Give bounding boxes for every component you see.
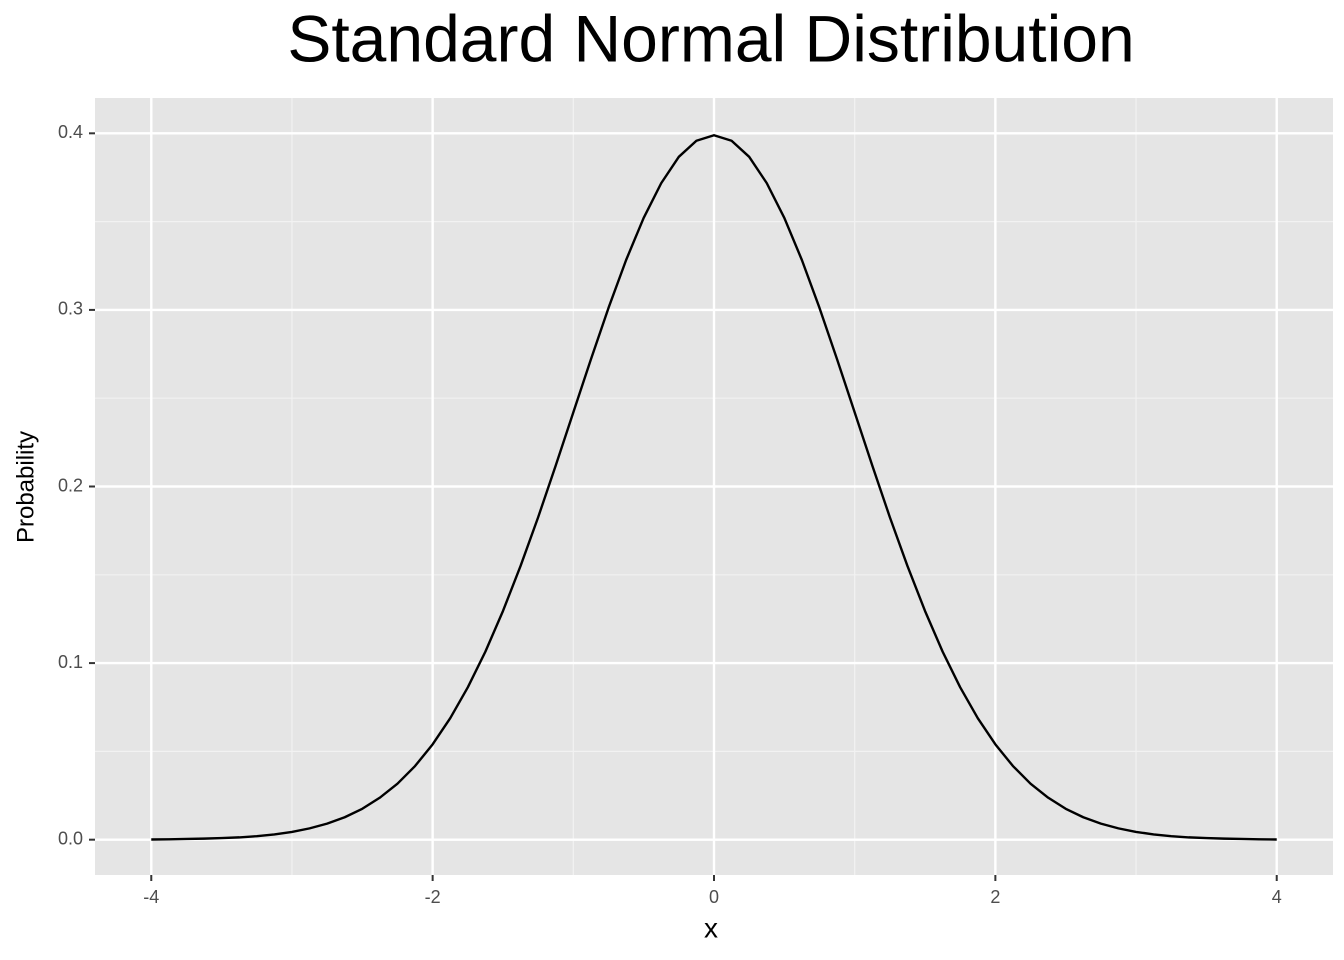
y-tick-label: 0.0 — [58, 828, 83, 848]
x-axis-title: x — [704, 912, 718, 943]
x-tick-label: -2 — [425, 887, 441, 907]
x-tick-label: 4 — [1272, 887, 1282, 907]
chart-title: Standard Normal Distribution — [287, 1, 1134, 75]
x-tick-label: -4 — [143, 887, 159, 907]
density-line — [151, 134, 1277, 841]
y-tick-label: 0.2 — [58, 475, 83, 495]
x-tick-label: 2 — [990, 887, 1000, 907]
y-tick-label: 0.1 — [58, 652, 83, 672]
x-tick-label: 0 — [709, 887, 719, 907]
y-tick-label: 0.4 — [58, 122, 83, 142]
y-tick-label: 0.3 — [58, 299, 83, 319]
y-axis-title: Probability — [12, 431, 39, 543]
